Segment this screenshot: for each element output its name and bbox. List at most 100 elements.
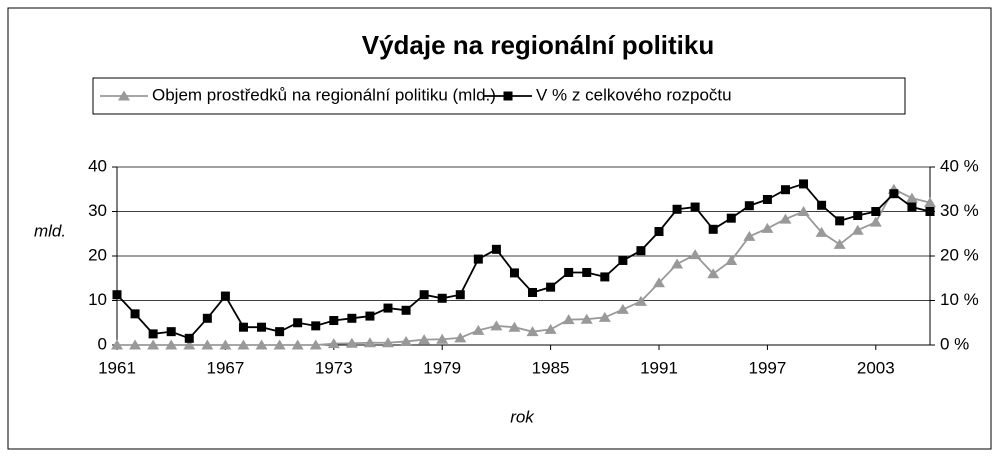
marker	[219, 339, 232, 350]
marker	[851, 224, 864, 235]
marker	[345, 337, 358, 348]
y-tick-label: 0	[98, 334, 107, 353]
marker	[744, 201, 754, 211]
marker	[799, 179, 809, 189]
x-tick-label: 1985	[532, 358, 570, 377]
marker	[653, 277, 665, 288]
series-line	[117, 188, 931, 346]
marker	[491, 244, 501, 254]
marker	[401, 305, 411, 315]
marker	[526, 326, 539, 337]
marker	[815, 226, 828, 237]
marker	[689, 249, 702, 260]
marker	[383, 303, 393, 313]
marker	[508, 321, 521, 332]
legend-label: V % z celkového rozpočtu	[536, 85, 732, 104]
marker	[546, 282, 556, 292]
x-tick-label: 1991	[640, 358, 678, 377]
marker	[564, 267, 574, 277]
marker	[743, 230, 756, 241]
marker	[654, 227, 664, 237]
marker	[833, 238, 846, 249]
marker	[291, 339, 304, 350]
x-tick-label: 2003	[857, 358, 895, 377]
marker	[400, 335, 413, 346]
marker	[419, 290, 429, 300]
marker	[329, 316, 339, 326]
legend-marker	[118, 90, 130, 101]
y2-tick-label: 10 %	[940, 290, 979, 309]
marker	[201, 339, 214, 350]
marker	[797, 206, 810, 216]
marker	[455, 290, 465, 300]
marker	[634, 295, 647, 306]
legend-label: Objem prostředků na regionální politiku …	[152, 85, 496, 104]
y2-tick-label: 40 %	[940, 156, 979, 175]
marker	[871, 207, 881, 216]
marker	[616, 303, 629, 314]
y-axis-label: mld.	[34, 221, 66, 240]
marker	[220, 291, 230, 301]
marker	[311, 321, 321, 331]
marker	[924, 197, 936, 208]
marker	[762, 194, 772, 204]
marker	[148, 329, 158, 339]
marker	[490, 320, 503, 331]
marker	[365, 311, 375, 321]
chart-title: Výdaje na regionální politiku	[362, 30, 715, 60]
marker	[129, 339, 142, 350]
marker	[382, 337, 394, 348]
marker	[671, 258, 684, 269]
marker	[327, 338, 340, 349]
marker	[309, 339, 322, 350]
marker	[889, 189, 899, 199]
marker	[473, 254, 483, 264]
marker	[363, 337, 376, 348]
marker	[202, 313, 212, 323]
marker	[528, 287, 538, 297]
marker	[708, 224, 718, 234]
marker	[780, 185, 790, 195]
y-tick-label: 10	[88, 290, 107, 309]
marker	[418, 334, 431, 345]
y-tick-label: 20	[88, 245, 107, 264]
marker	[544, 323, 557, 334]
x-tick-label: 1997	[748, 358, 786, 377]
marker	[725, 254, 738, 265]
marker	[636, 246, 646, 256]
marker	[165, 339, 178, 350]
y2-tick-label: 0 %	[940, 334, 969, 353]
marker	[562, 314, 575, 325]
x-tick-label: 1961	[98, 358, 136, 377]
marker	[690, 202, 700, 212]
marker	[237, 339, 250, 350]
marker	[147, 339, 160, 350]
marker	[761, 222, 774, 233]
marker	[347, 313, 357, 323]
marker	[907, 202, 917, 212]
marker	[672, 204, 682, 214]
marker	[166, 327, 176, 337]
marker	[598, 311, 611, 322]
marker	[275, 327, 285, 337]
marker	[509, 268, 519, 278]
y-tick-label: 40	[88, 156, 107, 175]
marker	[273, 339, 286, 350]
marker	[257, 322, 267, 332]
marker	[111, 339, 123, 350]
chart-border	[7, 7, 992, 450]
marker	[437, 293, 447, 303]
marker	[454, 332, 467, 343]
marker	[112, 290, 122, 300]
marker	[779, 213, 792, 224]
marker	[835, 216, 845, 226]
y2-tick-label: 30 %	[940, 201, 979, 220]
marker	[472, 324, 485, 335]
marker	[130, 309, 140, 319]
marker	[183, 339, 196, 350]
marker	[618, 255, 628, 265]
y-tick-label: 30	[88, 201, 107, 220]
marker	[707, 268, 720, 279]
marker	[255, 339, 268, 350]
